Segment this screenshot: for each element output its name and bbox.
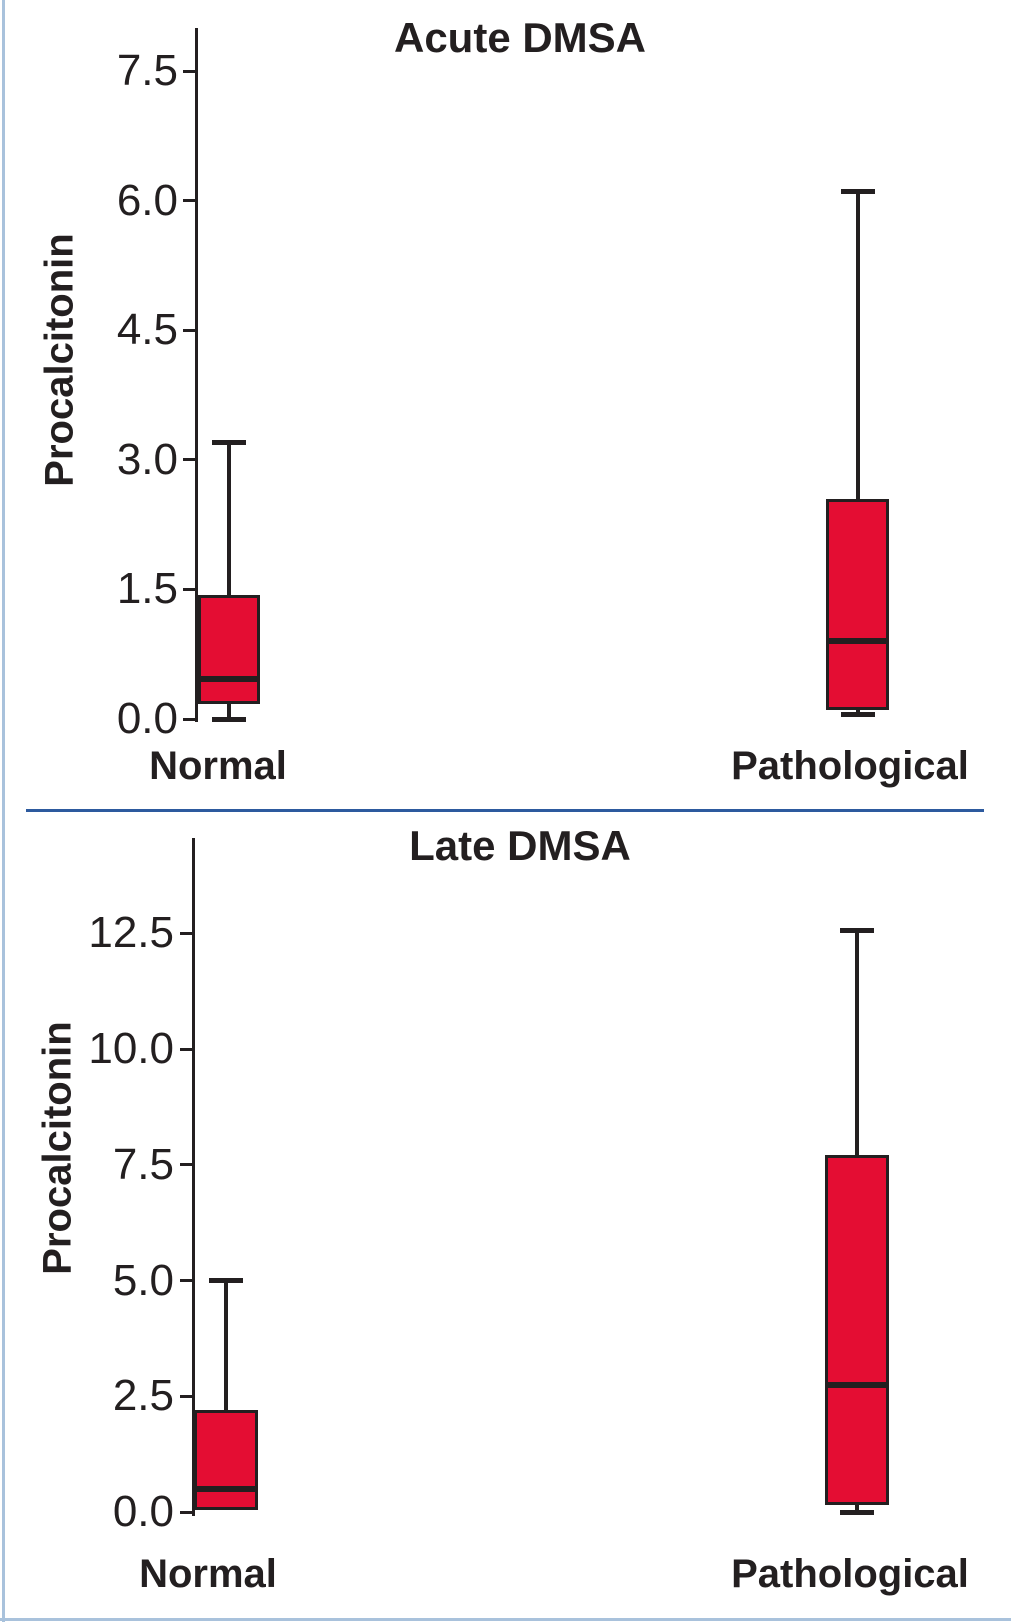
y-axis-tick-label: 12.5 (88, 908, 174, 958)
y-axis-tick (183, 328, 197, 332)
y-axis-tick-label: 10.0 (88, 1024, 174, 1073)
y-axis-line (195, 28, 198, 722)
y-axis-line (192, 838, 195, 1516)
y-axis-tick-label: 7.5 (112, 1139, 174, 1189)
whisker-high-cap-normal (209, 1278, 243, 1283)
y-axis-tick (180, 1510, 194, 1514)
whisker-high-stem-normal (227, 442, 231, 596)
median-line-normal (194, 1485, 258, 1492)
y-axis-tick (183, 458, 197, 462)
y-axis-tick (183, 717, 197, 721)
whisker-low-cap-pathological (840, 712, 875, 718)
y-axis-tick-label: 4.5 (116, 305, 178, 355)
whisker-low-stem-pathological (855, 1505, 859, 1512)
y-axis-tick (180, 1163, 194, 1167)
whisker-low-cap-normal (212, 716, 246, 722)
bottom-border-line (0, 1618, 1011, 1621)
left-border-line (2, 0, 5, 1622)
whisker-high-cap-pathological (840, 189, 875, 195)
acute-category-label-normal: Normal (149, 744, 287, 788)
box-normal (198, 595, 260, 705)
late-category-label-pathological: Pathological (731, 1552, 969, 1596)
whisker-low-stem-normal (227, 704, 231, 719)
y-axis-tick (180, 1047, 194, 1051)
y-axis-tick (180, 1279, 194, 1282)
whisker-high-stem-pathological (855, 930, 859, 1156)
whisker-high-cap-normal (212, 440, 246, 446)
median-line-normal (198, 676, 260, 683)
y-axis-tick-label: 5.0 (112, 1255, 174, 1305)
y-axis-tick (180, 1394, 194, 1398)
y-axis-tick-label: 6.0 (116, 175, 178, 225)
acute-category-label-pathological: Pathological (731, 744, 969, 788)
median-line-pathological (826, 638, 889, 645)
median-line-pathological (825, 1381, 889, 1388)
whisker-high-cap-pathological (840, 928, 874, 934)
panel-divider-line (26, 809, 984, 812)
y-axis-tick-label: 3.0 (116, 434, 178, 484)
y-axis-tick (183, 587, 197, 591)
whisker-low-cap-pathological (840, 1509, 874, 1515)
box-pathological (825, 1155, 889, 1506)
late-category-label-normal: Normal (139, 1552, 277, 1596)
y-axis-tick-label: 1.5 (116, 564, 178, 614)
y-axis-tick-label: 2.5 (112, 1371, 174, 1421)
whisker-high-stem-normal (224, 1280, 228, 1411)
y-axis-tick (180, 931, 194, 935)
y-axis-tick-label: 7.5 (116, 46, 178, 95)
y-axis-tick-label: 0.0 (116, 694, 178, 743)
y-axis-tick-label: 0.0 (112, 1487, 174, 1536)
y-axis-tick (183, 69, 197, 73)
box-normal (194, 1410, 258, 1510)
acute-panel-title: Acute DMSA (393, 14, 647, 61)
y-axis-tick (183, 199, 197, 203)
box-pathological (826, 498, 889, 711)
whisker-high-stem-pathological (855, 191, 860, 499)
late-panel-title: Late DMSA (409, 822, 631, 869)
